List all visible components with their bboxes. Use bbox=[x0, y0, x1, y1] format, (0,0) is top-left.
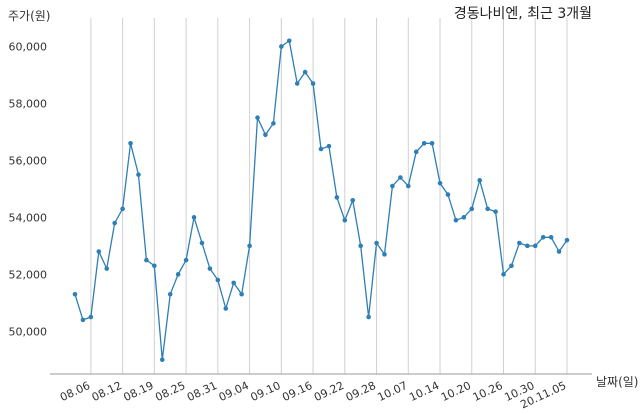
data-point bbox=[445, 192, 451, 197]
data-point bbox=[263, 132, 268, 138]
x-tick-labels: 08.0608.1208.1908.2508.3109.0409.1009.16… bbox=[58, 379, 568, 411]
data-point bbox=[469, 206, 475, 212]
data-point bbox=[231, 280, 237, 286]
data-point bbox=[159, 357, 165, 363]
data-point bbox=[517, 240, 522, 246]
data-point bbox=[413, 149, 419, 155]
data-point bbox=[112, 220, 117, 226]
data-point bbox=[247, 243, 252, 249]
data-point bbox=[493, 209, 498, 214]
data-point bbox=[279, 44, 284, 49]
data-point bbox=[136, 172, 141, 177]
data-point bbox=[255, 115, 260, 120]
data-point bbox=[286, 38, 292, 44]
data-point bbox=[374, 240, 379, 246]
data-point bbox=[72, 291, 78, 297]
data-point bbox=[437, 180, 443, 186]
series-layer bbox=[72, 38, 570, 363]
data-point bbox=[80, 317, 86, 323]
data-point bbox=[104, 266, 110, 271]
data-point bbox=[302, 69, 308, 75]
chart-title: 경동나비엔, 최근 3개월 bbox=[454, 6, 592, 22]
data-point bbox=[183, 257, 189, 263]
data-point bbox=[405, 183, 411, 189]
data-point bbox=[382, 252, 387, 257]
data-point bbox=[88, 314, 94, 320]
data-point bbox=[501, 272, 506, 277]
data-point bbox=[525, 243, 530, 249]
data-point bbox=[485, 206, 490, 212]
data-point bbox=[429, 141, 435, 146]
data-point bbox=[540, 234, 546, 240]
x-tick-label: 09.10 bbox=[249, 379, 283, 404]
x-tick-label: 09.04 bbox=[217, 379, 251, 404]
data-point bbox=[556, 249, 562, 254]
data-point bbox=[191, 215, 197, 220]
data-point bbox=[175, 272, 181, 277]
x-tick-label: 09.16 bbox=[280, 379, 314, 404]
x-tick-label: 10.14 bbox=[407, 379, 441, 404]
data-point bbox=[453, 217, 459, 223]
data-point bbox=[326, 143, 332, 149]
data-point bbox=[167, 291, 173, 297]
x-tick-label: 10.20 bbox=[439, 379, 473, 404]
data-point bbox=[128, 141, 133, 146]
y-tick-labels: 50,000 52,000 54,000 56,000 58,000 60,000 bbox=[9, 40, 48, 338]
data-point bbox=[421, 141, 427, 146]
data-point bbox=[398, 175, 403, 180]
x-axis-label: 날짜(일) bbox=[596, 375, 638, 389]
y-tick-label: 54,000 bbox=[9, 211, 48, 224]
x-tick-label: 08.12 bbox=[90, 379, 124, 404]
data-point bbox=[199, 240, 205, 246]
x-tick-label: 09.22 bbox=[312, 379, 346, 404]
data-point bbox=[215, 277, 221, 283]
data-point bbox=[477, 178, 483, 183]
data-point bbox=[239, 291, 244, 297]
data-point bbox=[223, 306, 229, 311]
data-point bbox=[342, 217, 348, 223]
grid-lines bbox=[90, 18, 568, 374]
data-point bbox=[358, 243, 363, 249]
y-tick-label: 60,000 bbox=[9, 40, 48, 53]
x-tick-label: 08.06 bbox=[58, 379, 92, 404]
data-point bbox=[548, 234, 554, 240]
data-point bbox=[509, 263, 514, 269]
data-point bbox=[96, 249, 102, 254]
data-point bbox=[461, 215, 467, 220]
data-point bbox=[271, 121, 276, 126]
data-point bbox=[294, 81, 300, 86]
data-point bbox=[390, 183, 395, 189]
data-point bbox=[207, 266, 213, 271]
x-tick-label: 10.07 bbox=[376, 379, 410, 404]
data-point bbox=[144, 257, 149, 263]
x-tick-label: 09.28 bbox=[344, 379, 378, 404]
x-tick-label: 08.25 bbox=[153, 379, 187, 404]
y-tick-label: 50,000 bbox=[9, 325, 48, 338]
y-axis-label: 주가(원) bbox=[8, 9, 50, 23]
series-line bbox=[74, 39, 568, 360]
y-tick-label: 56,000 bbox=[9, 154, 48, 167]
y-tick-label: 58,000 bbox=[9, 97, 48, 110]
data-point bbox=[310, 81, 316, 86]
x-tick-label: 10.26 bbox=[471, 379, 505, 404]
data-point bbox=[564, 237, 570, 243]
y-tick-label: 52,000 bbox=[9, 268, 48, 281]
data-point bbox=[152, 263, 157, 269]
x-tick-label: 08.31 bbox=[185, 379, 219, 404]
data-point bbox=[350, 197, 356, 203]
data-point bbox=[532, 243, 538, 249]
data-point bbox=[334, 195, 340, 200]
data-point bbox=[120, 206, 125, 212]
x-tick-label: 08.19 bbox=[122, 379, 156, 404]
data-point bbox=[366, 314, 371, 320]
data-point bbox=[318, 146, 324, 152]
